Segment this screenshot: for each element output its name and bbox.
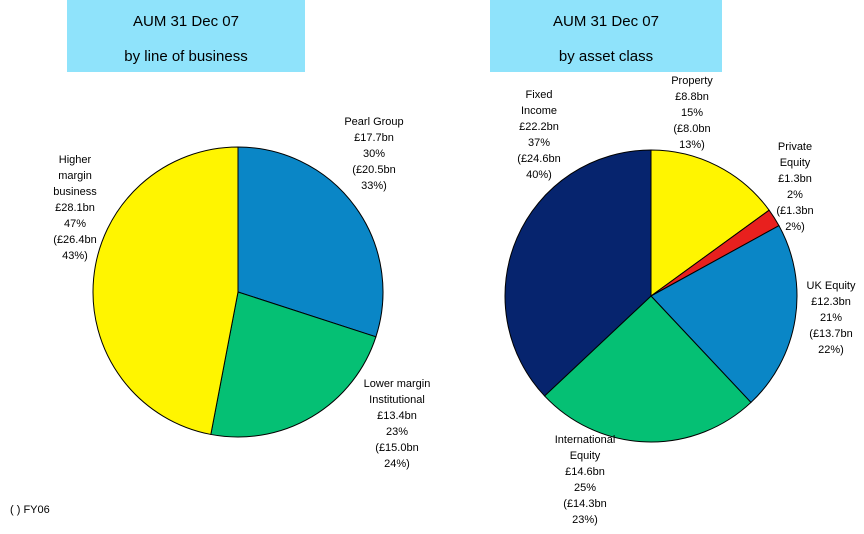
slice-label: International bbox=[555, 434, 616, 446]
fy06-label: 2%) bbox=[785, 221, 805, 233]
fy06-label: (£1.3bn bbox=[776, 205, 813, 217]
title-box bbox=[67, 0, 305, 72]
amount-label: £13.4bn bbox=[377, 410, 417, 422]
pie-slice bbox=[210, 291, 377, 438]
fy06-label: 13%) bbox=[679, 139, 705, 151]
amount-label: £8.8bn bbox=[675, 91, 709, 103]
amount-label: £14.6bn bbox=[565, 466, 605, 478]
slice-label: Lower margin bbox=[364, 378, 431, 390]
title-box bbox=[490, 0, 722, 72]
pie-slice bbox=[650, 224, 798, 404]
fy06-label: (£13.7bn bbox=[809, 328, 852, 340]
slice-label: Equity bbox=[780, 157, 811, 169]
value-label: 15% bbox=[681, 107, 703, 119]
pie-slice bbox=[543, 295, 752, 443]
slice-label: Institutional bbox=[369, 394, 425, 406]
chart-title: AUM 31 Dec 07 bbox=[133, 13, 239, 30]
value-label: 30% bbox=[363, 148, 385, 160]
pie-slice bbox=[504, 149, 652, 397]
amount-label: £1.3bn bbox=[778, 173, 812, 185]
chart-title: AUM 31 Dec 07 bbox=[553, 13, 659, 30]
slice-label: Higher bbox=[59, 154, 92, 166]
value-label: 2% bbox=[787, 189, 803, 201]
amount-label: £12.3bn bbox=[811, 296, 851, 308]
fy06-label: 23%) bbox=[572, 514, 598, 526]
chart-subtitle: by asset class bbox=[559, 48, 653, 65]
chart-subtitle: by line of business bbox=[124, 48, 247, 65]
amount-label: £17.7bn bbox=[354, 132, 394, 144]
footnote: ( ) FY06 bbox=[10, 504, 50, 516]
slice-label: Fixed bbox=[526, 89, 553, 101]
value-label: 21% bbox=[820, 312, 842, 324]
fy06-label: (£8.0bn bbox=[673, 123, 710, 135]
fy06-label: (£14.3bn bbox=[563, 498, 606, 510]
slice-label: Property bbox=[671, 75, 713, 87]
value-label: 25% bbox=[574, 482, 596, 494]
fy06-label: 22%) bbox=[818, 344, 844, 356]
value-label: 37% bbox=[528, 137, 550, 149]
pie-slice bbox=[92, 146, 239, 436]
slice-label: UK Equity bbox=[807, 280, 856, 292]
fy06-label: (£15.0bn bbox=[375, 442, 418, 454]
value-label: 47% bbox=[64, 218, 86, 230]
slice-label: margin bbox=[58, 170, 92, 182]
slice-label: Private bbox=[778, 141, 812, 153]
pie-slice bbox=[650, 149, 770, 297]
fy06-label: (£24.6bn bbox=[517, 153, 560, 165]
fy06-label: 40%) bbox=[526, 169, 552, 181]
fy06-label: (£26.4bn bbox=[53, 234, 96, 246]
slice-label: Pearl Group bbox=[344, 116, 403, 128]
fy06-label: 24%) bbox=[384, 458, 410, 470]
fy06-label: 43%) bbox=[62, 250, 88, 262]
pie-slice bbox=[237, 146, 384, 338]
amount-label: £28.1bn bbox=[55, 202, 95, 214]
fy06-label: (£20.5bn bbox=[352, 164, 395, 176]
slice-label: Equity bbox=[570, 450, 601, 462]
amount-label: £22.2bn bbox=[519, 121, 559, 133]
value-label: 23% bbox=[386, 426, 408, 438]
slice-label: Income bbox=[521, 105, 557, 117]
fy06-label: 33%) bbox=[361, 180, 387, 192]
slice-label: business bbox=[53, 186, 97, 198]
